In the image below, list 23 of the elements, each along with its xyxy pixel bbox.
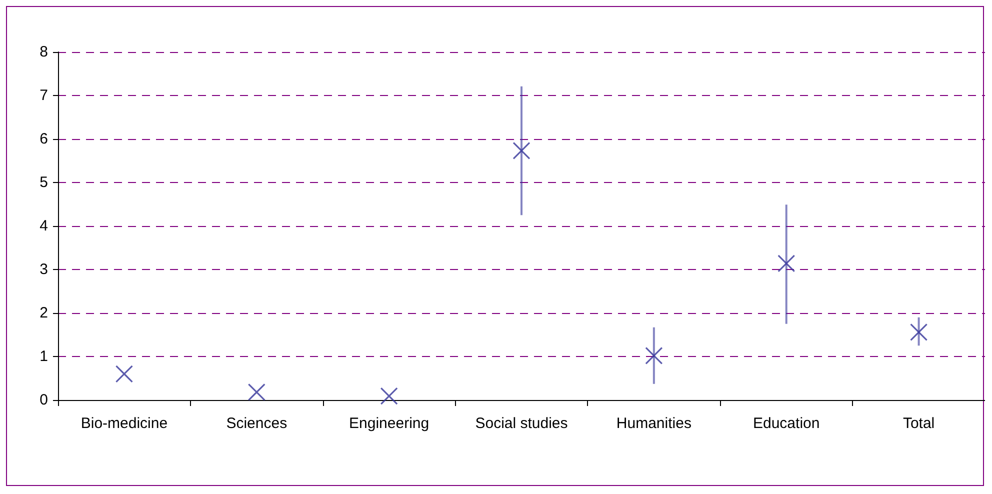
y-tick-label: 3 xyxy=(40,261,48,278)
point xyxy=(248,383,266,401)
point xyxy=(910,323,928,341)
x-tick-label: Social studies xyxy=(475,415,568,432)
y-tick-label: 2 xyxy=(40,304,48,322)
y-tick-label: 5 xyxy=(40,174,48,191)
x-tick-label: Total xyxy=(902,415,935,432)
point xyxy=(512,142,530,160)
x-tick-label: Education xyxy=(753,415,820,432)
y-tick-label: 4 xyxy=(40,218,48,234)
y-tick-label: 6 xyxy=(40,130,48,148)
point xyxy=(645,346,663,364)
y-tick-label: 8 xyxy=(40,44,48,60)
x-tick-label: Sciences xyxy=(226,415,288,432)
x-tick-label: Humanities xyxy=(616,415,692,432)
point xyxy=(778,254,796,272)
point xyxy=(380,387,398,405)
y-tick-label: 1 xyxy=(40,348,48,365)
x-tick-label: Bio-medicine xyxy=(80,415,168,432)
x-tick-label: Engineering xyxy=(349,415,430,432)
y-tick-label: 0 xyxy=(40,392,48,408)
y-tick-label: 7 xyxy=(40,87,48,104)
point xyxy=(115,365,134,383)
